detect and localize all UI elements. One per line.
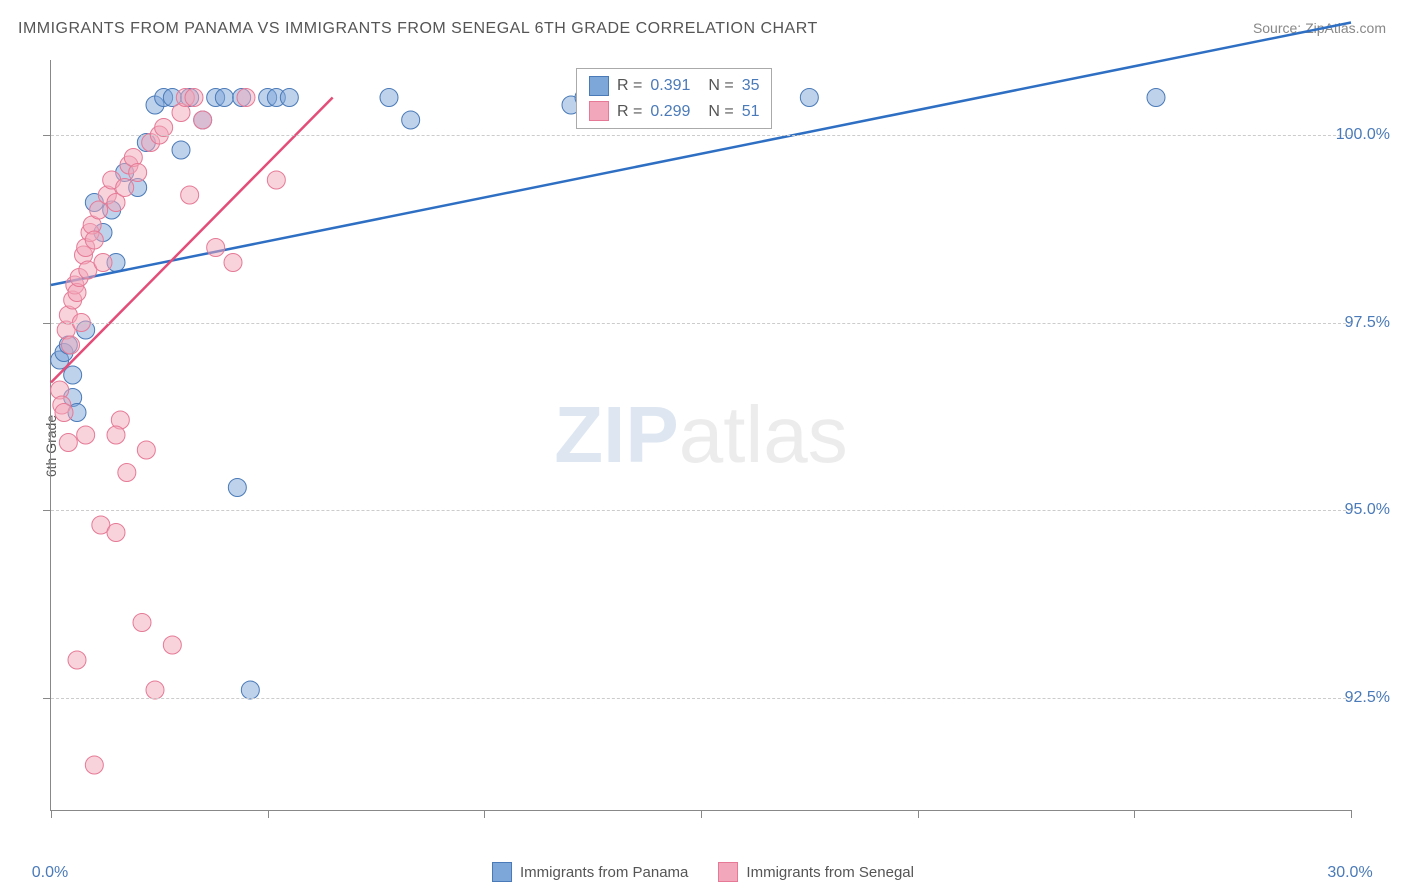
- data-point: [402, 111, 420, 129]
- correlation-legend: R = 0.391 N = 35 R = 0.299 N = 51: [576, 68, 772, 129]
- data-point: [85, 231, 103, 249]
- data-point: [77, 426, 95, 444]
- gridline-horizontal: [51, 698, 1351, 699]
- x-tick-label: 30.0%: [1327, 864, 1372, 882]
- gridline-horizontal: [51, 323, 1351, 324]
- legend-r-label: R =: [617, 99, 642, 125]
- chart-title: IMMIGRANTS FROM PANAMA VS IMMIGRANTS FRO…: [18, 20, 818, 38]
- legend-row: R = 0.299 N = 51: [589, 99, 759, 125]
- y-tick-label: 95.0%: [1345, 501, 1390, 519]
- legend-n-label: N =: [708, 99, 733, 125]
- x-tick: [484, 810, 485, 818]
- x-tick: [918, 810, 919, 818]
- trend-line: [51, 23, 1351, 286]
- data-point: [185, 89, 203, 107]
- y-tick: [43, 323, 51, 324]
- data-point: [116, 179, 134, 197]
- data-point: [59, 434, 77, 452]
- y-tick-label: 100.0%: [1336, 126, 1390, 144]
- legend-swatch: [492, 862, 512, 882]
- y-tick: [43, 698, 51, 699]
- legend-r-label: R =: [617, 73, 642, 99]
- series-name: Immigrants from Senegal: [746, 864, 914, 881]
- legend-swatch: [589, 76, 609, 96]
- x-tick: [1134, 810, 1135, 818]
- data-point: [85, 756, 103, 774]
- data-point: [155, 119, 173, 137]
- y-tick-label: 92.5%: [1345, 689, 1390, 707]
- x-tick: [268, 810, 269, 818]
- data-point: [146, 681, 164, 699]
- series-legend-item: Immigrants from Panama: [492, 862, 688, 882]
- data-point: [228, 479, 246, 497]
- data-point: [237, 89, 255, 107]
- data-point: [172, 141, 190, 159]
- data-point: [62, 336, 80, 354]
- data-point: [800, 89, 818, 107]
- data-point: [194, 111, 212, 129]
- data-point: [107, 524, 125, 542]
- x-tick: [51, 810, 52, 818]
- data-point: [207, 239, 225, 257]
- gridline-horizontal: [51, 135, 1351, 136]
- data-point: [241, 681, 259, 699]
- data-point: [68, 651, 86, 669]
- legend-row: R = 0.391 N = 35: [589, 73, 759, 99]
- data-point: [129, 164, 147, 182]
- legend-n-label: N =: [708, 73, 733, 99]
- data-point: [118, 464, 136, 482]
- data-point: [267, 171, 285, 189]
- data-point: [380, 89, 398, 107]
- y-tick-label: 97.5%: [1345, 314, 1390, 332]
- data-point: [280, 89, 298, 107]
- y-tick: [43, 510, 51, 511]
- data-point: [133, 614, 151, 632]
- data-point: [163, 636, 181, 654]
- data-point: [137, 441, 155, 459]
- data-point: [94, 254, 112, 272]
- legend-swatch: [589, 101, 609, 121]
- x-tick: [701, 810, 702, 818]
- legend-n-value: 51: [742, 99, 760, 125]
- data-point: [55, 404, 73, 422]
- data-point: [224, 254, 242, 272]
- data-point: [215, 89, 233, 107]
- series-legend-item: Immigrants from Senegal: [718, 862, 914, 882]
- series-legend: Immigrants from Panama Immigrants from Se…: [492, 862, 914, 882]
- legend-r-value: 0.299: [650, 99, 700, 125]
- data-point: [1147, 89, 1165, 107]
- y-tick: [43, 135, 51, 136]
- x-tick-label: 0.0%: [32, 864, 68, 882]
- legend-n-value: 35: [742, 73, 760, 99]
- x-tick: [1351, 810, 1352, 818]
- data-point: [181, 186, 199, 204]
- gridline-horizontal: [51, 510, 1351, 511]
- legend-r-value: 0.391: [650, 73, 700, 99]
- legend-swatch: [718, 862, 738, 882]
- series-name: Immigrants from Panama: [520, 864, 688, 881]
- data-point: [107, 426, 125, 444]
- chart-plot-area: ZIPatlas R =0.391N =35R =0.299N =51: [50, 60, 1351, 811]
